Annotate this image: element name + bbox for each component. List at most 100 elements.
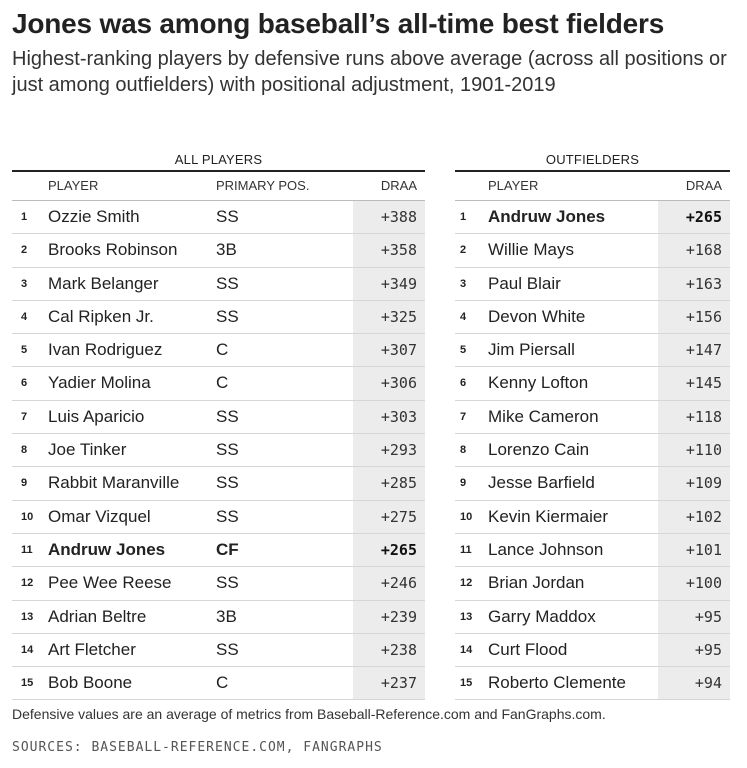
table-row: 1 Andruw Jones +265 [455, 201, 730, 235]
position-cell: CF [216, 539, 239, 559]
outfielders-table: OUTFIELDERS PLAYER DRAA 1 Andruw Jones +26… [455, 150, 730, 701]
position-cell: SS [216, 406, 239, 426]
position-cell: SS [216, 473, 239, 493]
table-row: 6 Yadier Molina C +306 [12, 367, 425, 401]
all-players-table-body: PLAYER PRIMARY POS. DRAA 1 Ozzie Smith SS +… [12, 170, 425, 701]
player-cell: Pee Wee Reese [48, 573, 172, 593]
table-row: 13 Garry Maddox +95 [455, 600, 730, 634]
rank-cell: 3 [460, 277, 467, 290]
table-row: 12 Brian Jordan +100 [455, 567, 730, 601]
table-row: 3 Mark Belanger SS +349 [12, 267, 425, 301]
player-cell: Lance Johnson [488, 539, 604, 559]
draa-cell: +307 [353, 334, 425, 367]
rank-cell: 1 [21, 211, 28, 223]
draa-cell: +388 [353, 201, 425, 234]
table-row: 8 Lorenzo Cain +110 [455, 434, 730, 468]
table-row: 2 Willie Mays +168 [455, 234, 730, 268]
table-row: 1 Ozzie Smith SS +388 [12, 201, 425, 235]
rank-cell: 9 [460, 477, 467, 490]
table-row: 7 Mike Cameron +118 [455, 400, 730, 435]
rank-cell: 14 [460, 643, 473, 656]
position-cell: SS [216, 207, 239, 226]
table-row: 9 Jesse Barfield +109 [455, 467, 730, 501]
rank-cell: 1 [460, 211, 467, 223]
table-row: 9 Rabbit Maranville SS +285 [12, 467, 425, 501]
player-cell: Kevin Kiermaier [488, 506, 608, 526]
player-cell: Kenny Lofton [488, 373, 589, 393]
rank-cell: 7 [460, 410, 467, 423]
outfielders-table-body: PLAYER DRAA 1 Andruw Jones +265 2 Willie May… [455, 170, 730, 701]
rank-cell: 13 [21, 610, 34, 623]
rank-cell: 8 [460, 444, 467, 457]
draa-cell: +239 [353, 600, 425, 633]
position-cell: 3B [216, 240, 237, 260]
draa-cell: +349 [353, 267, 425, 300]
rank-cell: 6 [460, 377, 467, 390]
column-header-draa: DRAA [685, 178, 722, 193]
table-row: 3 Paul Blair +163 [455, 267, 730, 301]
table-row: 12 Pee Wee Reese SS +246 [12, 567, 425, 601]
draa-cell: +100 [658, 567, 730, 600]
position-cell: SS [216, 573, 239, 593]
chart-subtitle: Highest-ranking players by defensive run… [12, 48, 727, 96]
rank-cell: 5 [460, 344, 467, 357]
outfielders-header-row: PLAYER DRAA [455, 172, 730, 201]
draa-cell: +358 [353, 234, 425, 267]
draa-cell: +306 [353, 367, 425, 400]
table-row: 4 Devon White +156 [455, 300, 730, 335]
table-row: 5 Jim Piersall +147 [455, 334, 730, 368]
table-row: 2 Brooks Robinson 3B +358 [12, 234, 425, 268]
position-cell: 3B [216, 606, 237, 626]
source-line: SOURCES: BASEBALL-REFERENCE.COM, FANGRAP… [12, 740, 383, 755]
player-cell: Bob Boone [48, 673, 133, 693]
draa-cell: +265 [658, 201, 730, 234]
position-cell: SS [216, 506, 239, 526]
draa-cell: +109 [658, 467, 730, 500]
player-cell: Art Fletcher [48, 639, 136, 659]
footnote: Defensive values are an average of metri… [12, 706, 606, 722]
table-row: 5 Ivan Rodriguez C +307 [12, 334, 425, 368]
column-header-primary-pos: PRIMARY POS. [216, 178, 310, 193]
player-cell: Mike Cameron [488, 406, 599, 426]
rank-cell: 15 [21, 677, 34, 690]
player-cell: Paul Blair [488, 273, 561, 293]
table-row: 11 Lance Johnson +101 [455, 533, 730, 568]
draa-cell: +94 [658, 667, 730, 700]
table-row: 6 Kenny Lofton +145 [455, 367, 730, 401]
draa-cell: +110 [658, 434, 730, 467]
position-cell: SS [216, 639, 239, 659]
table-row: 13 Adrian Beltre 3B +239 [12, 600, 425, 634]
rank-cell: 8 [21, 444, 28, 457]
rank-cell: 11 [460, 543, 472, 556]
player-cell: Adrian Beltre [48, 606, 147, 626]
column-header-player: PLAYER [48, 178, 99, 193]
all-players-header-row: PLAYER PRIMARY POS. DRAA [12, 172, 425, 201]
column-header-player: PLAYER [488, 178, 539, 193]
rank-cell: 6 [21, 377, 28, 390]
player-cell: Luis Aparicio [48, 406, 145, 426]
table-row: 4 Cal Ripken Jr. SS +325 [12, 300, 425, 335]
rank-cell: 4 [21, 310, 28, 323]
draa-cell: +237 [353, 667, 425, 700]
rank-cell: 10 [21, 510, 34, 523]
rank-cell: 5 [21, 344, 28, 357]
player-cell: Roberto Clemente [488, 673, 626, 693]
player-cell: Devon White [488, 306, 586, 326]
position-cell: SS [216, 273, 239, 293]
player-cell: Omar Vizquel [48, 506, 151, 526]
draa-cell: +275 [353, 500, 425, 533]
chart-title: Jones was among baseball’s all-time best… [12, 8, 665, 39]
draa-cell: +95 [658, 633, 730, 667]
player-cell: Lorenzo Cain [488, 440, 590, 460]
rank-cell: 14 [21, 643, 34, 656]
draa-cell: +303 [353, 400, 425, 434]
draa-cell: +168 [658, 234, 730, 267]
rank-cell: 7 [21, 410, 28, 423]
table-row: 11 Andruw Jones CF +265 [12, 533, 425, 568]
table-row: 14 Art Fletcher SS +238 [12, 633, 425, 668]
player-cell: Rabbit Maranville [48, 473, 180, 493]
position-cell: SS [216, 440, 239, 460]
player-cell: Andruw Jones [488, 207, 606, 226]
player-cell: Brooks Robinson [48, 240, 178, 260]
rank-cell: 2 [460, 244, 467, 257]
